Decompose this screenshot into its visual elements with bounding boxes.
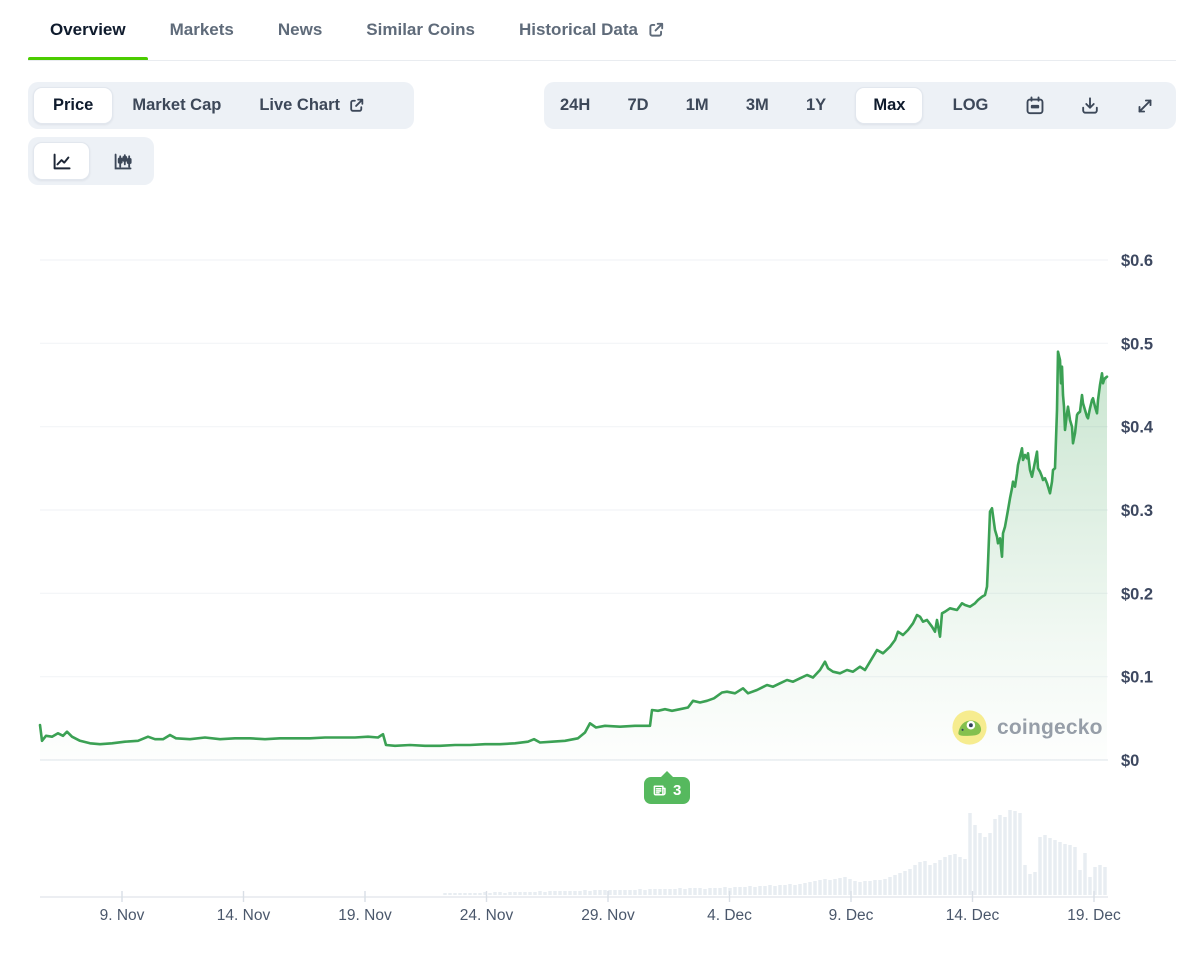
chart-type-toggle bbox=[28, 137, 154, 185]
range-7d-label: 7D bbox=[627, 96, 649, 114]
y-axis-labels: $0 $0.1 $0.2 $0.3 $0.4 $0.5 $0.6 bbox=[1121, 252, 1154, 770]
svg-text:$0.3: $0.3 bbox=[1121, 502, 1153, 520]
svg-text:19. Nov: 19. Nov bbox=[338, 907, 392, 924]
svg-text:$0: $0 bbox=[1121, 752, 1139, 770]
external-link-icon bbox=[348, 97, 365, 114]
chart-gridlines bbox=[40, 259, 1108, 761]
newspaper-icon bbox=[651, 782, 668, 799]
log-scale-label: LOG bbox=[952, 96, 989, 114]
price-toggle-button[interactable]: Price bbox=[33, 87, 114, 124]
tab-markets[interactable]: Markets bbox=[148, 0, 256, 60]
tab-similar-coins[interactable]: Similar Coins bbox=[344, 0, 497, 60]
tab-overview-label: Overview bbox=[50, 20, 126, 39]
metric-toggle-group: Price Market Cap Live Chart bbox=[28, 82, 414, 129]
download-chart-button[interactable] bbox=[1073, 87, 1107, 124]
svg-text:29. Nov: 29. Nov bbox=[581, 907, 635, 924]
fullscreen-icon bbox=[1134, 95, 1156, 117]
svg-text:$0.5: $0.5 bbox=[1121, 335, 1153, 353]
tab-markets-label: Markets bbox=[169, 20, 234, 39]
svg-text:$0.4: $0.4 bbox=[1121, 419, 1154, 437]
tab-news[interactable]: News bbox=[256, 0, 344, 60]
fullscreen-button[interactable] bbox=[1128, 87, 1162, 124]
log-scale-button[interactable]: LOG bbox=[945, 87, 997, 124]
range-toolbar: 24H 7D 1M 3M 1Y Max LOG bbox=[544, 82, 1176, 129]
candlestick-chart-type-button[interactable] bbox=[96, 142, 149, 180]
coingecko-logo-icon bbox=[951, 709, 988, 746]
market-cap-toggle-button[interactable]: Market Cap bbox=[113, 87, 240, 124]
date-range-picker-button[interactable] bbox=[1018, 87, 1052, 124]
market-cap-toggle-label: Market Cap bbox=[132, 96, 222, 114]
tab-news-label: News bbox=[277, 20, 323, 39]
tab-similar-coins-label: Similar Coins bbox=[366, 20, 475, 39]
download-icon bbox=[1079, 95, 1101, 117]
range-24h-label: 24H bbox=[560, 96, 591, 114]
svg-text:4. Dec: 4. Dec bbox=[707, 907, 752, 924]
tab-overview[interactable]: Overview bbox=[28, 0, 148, 61]
range-3m-button[interactable]: 3M bbox=[738, 87, 777, 124]
calendar-icon bbox=[1024, 95, 1046, 117]
svg-text:19. Dec: 19. Dec bbox=[1067, 907, 1121, 924]
line-chart-icon bbox=[50, 150, 73, 173]
svg-text:$0.2: $0.2 bbox=[1121, 585, 1153, 603]
price-area-fill bbox=[40, 351, 1107, 760]
tab-historical-data-label: Historical Data bbox=[518, 20, 638, 39]
x-axis bbox=[40, 891, 1108, 902]
svg-text:14. Dec: 14. Dec bbox=[946, 907, 1000, 924]
svg-text:$0.1: $0.1 bbox=[1121, 669, 1153, 687]
live-chart-label: Live Chart bbox=[259, 96, 341, 114]
price-line bbox=[38, 350, 1109, 748]
line-chart-type-button[interactable] bbox=[33, 142, 90, 180]
range-24h-button[interactable]: 24H bbox=[552, 87, 598, 124]
price-toggle-label: Price bbox=[53, 96, 94, 114]
news-annotation-badge[interactable]: 3 bbox=[644, 771, 691, 804]
svg-text:24. Nov: 24. Nov bbox=[460, 907, 514, 924]
range-7d-button[interactable]: 7D bbox=[619, 87, 656, 124]
x-axis-labels: 9. Nov 14. Nov 19. Nov 24. Nov 29. Nov 4. Dec… bbox=[100, 907, 1121, 924]
range-3m-label: 3M bbox=[745, 96, 769, 114]
coingecko-watermark: coingecko bbox=[951, 709, 1103, 746]
svg-text:$0.6: $0.6 bbox=[1121, 252, 1153, 270]
svg-text:9. Nov: 9. Nov bbox=[100, 907, 145, 924]
range-max-label: Max bbox=[873, 96, 906, 114]
external-link-icon bbox=[647, 21, 665, 39]
range-max-button[interactable]: Max bbox=[855, 87, 924, 124]
range-1y-button[interactable]: 1Y bbox=[798, 87, 834, 124]
tab-historical-data[interactable]: Historical Data bbox=[497, 0, 687, 60]
svg-text:9. Dec: 9. Dec bbox=[829, 907, 874, 924]
volume-bars bbox=[443, 810, 1107, 895]
page-tabs: Overview Markets News Similar Coins Hist… bbox=[0, 0, 1200, 61]
news-badge-count: 3 bbox=[673, 782, 682, 799]
page-tabs-bar: Overview Markets News Similar Coins Hist… bbox=[0, 0, 1200, 61]
coingecko-watermark-text: coingecko bbox=[997, 715, 1103, 739]
range-1m-button[interactable]: 1M bbox=[678, 87, 717, 124]
candlestick-chart-icon bbox=[111, 150, 134, 173]
tabs-divider bbox=[28, 60, 1176, 61]
range-1y-label: 1Y bbox=[805, 96, 827, 114]
svg-text:14. Nov: 14. Nov bbox=[217, 907, 271, 924]
range-1m-label: 1M bbox=[685, 96, 709, 114]
live-chart-button[interactable]: Live Chart bbox=[240, 87, 384, 124]
